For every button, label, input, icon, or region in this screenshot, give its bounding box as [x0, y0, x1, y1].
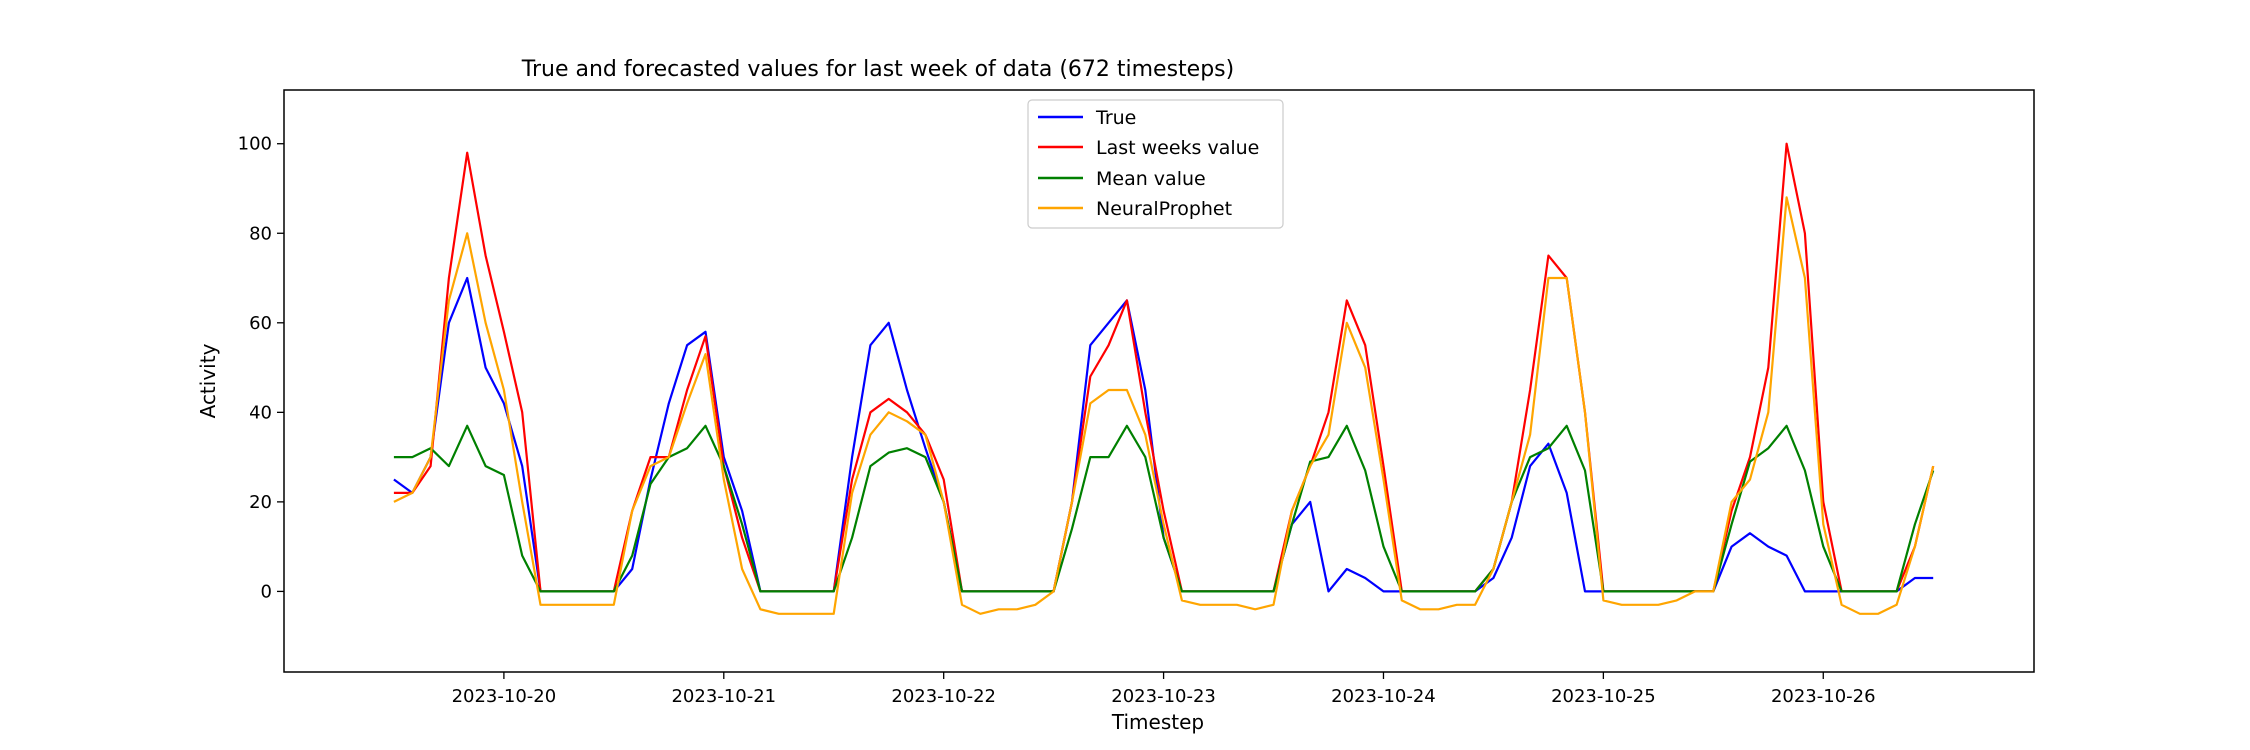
legend-label-last-weeks-value: Last weeks value	[1096, 137, 1259, 159]
legend-box	[1027, 99, 1284, 229]
legend-label-mean-value: Mean value	[1096, 168, 1206, 190]
x-tick-label: 2023-10-23	[1111, 686, 1216, 707]
x-tick-label: 2023-10-25	[1551, 686, 1656, 707]
y-tick-label: 40	[249, 402, 272, 423]
legend-label-neuralprophet: NeuralProphet	[1096, 198, 1232, 220]
series-layer	[393, 142, 1935, 615]
legend-label-true: True	[1095, 107, 1136, 129]
x-tick-label: 2023-10-24	[1331, 686, 1436, 707]
y-tick-label: 60	[249, 313, 272, 334]
y-tick-label: 0	[261, 581, 272, 602]
series-line-neuralprophet	[393, 196, 1935, 615]
y-axis-ticks: 0 20 40 60 80 100	[238, 134, 284, 602]
y-axis-label: Activity	[196, 343, 220, 418]
x-tick-label: 2023-10-22	[891, 686, 996, 707]
x-tick-label: 2023-10-20	[452, 686, 557, 707]
y-tick-label: 20	[249, 492, 272, 513]
chart-title: True and forecasted values for last week…	[521, 57, 1234, 82]
plot-area	[283, 89, 2035, 673]
y-tick-label: 80	[249, 223, 272, 244]
x-tick-label: 2023-10-21	[671, 686, 776, 707]
x-axis-ticks: 2023-10-20 2023-10-21 2023-10-22 2023-10-23…	[452, 672, 1876, 707]
series-line-mean-value	[393, 424, 1935, 593]
x-axis-label: Timestep	[1111, 710, 1204, 734]
x-tick-label: 2023-10-26	[1771, 686, 1876, 707]
legend: True Last weeks value Mean value NeuralP…	[1027, 99, 1284, 229]
y-tick-label: 100	[238, 134, 272, 155]
